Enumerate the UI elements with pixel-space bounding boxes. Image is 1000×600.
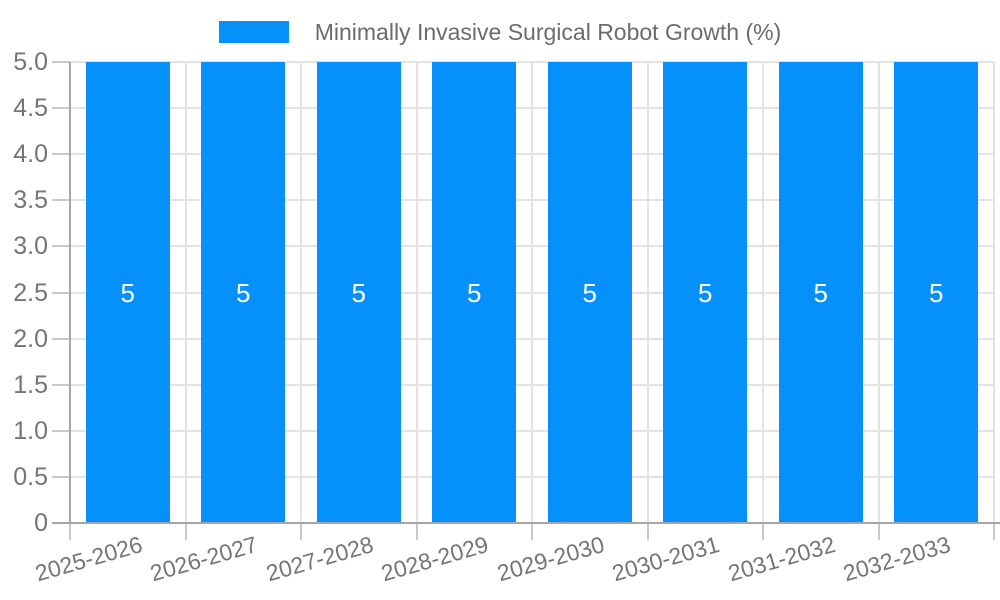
x-tick-label: 2027-2028 [263, 531, 376, 587]
bar-value-label: 5 [236, 277, 251, 308]
y-tick-label: 3.5 [13, 186, 48, 215]
bar[interactable] [663, 62, 748, 523]
gridline-vertical [415, 62, 418, 523]
y-tick-label: 2.0 [13, 324, 48, 353]
y-tick-label: 1.5 [13, 370, 48, 399]
y-axis-tick [52, 291, 70, 294]
gridline-vertical [184, 62, 187, 523]
y-axis-tick [52, 475, 70, 478]
bar[interactable] [201, 62, 286, 523]
y-tick-label: 3.0 [13, 232, 48, 261]
bar-value-label: 5 [929, 277, 944, 308]
y-axis-tick [52, 383, 70, 386]
gridline-vertical [300, 62, 302, 523]
bar[interactable] [316, 62, 401, 523]
bar-value-label: 5 [351, 277, 366, 308]
y-tick-label: 2.5 [13, 278, 48, 307]
x-tick-label: 2032-2033 [840, 531, 954, 587]
y-axis-tick [52, 61, 70, 63]
y-tick-label: 0 [34, 509, 48, 537]
y-tick-label: 4.5 [13, 94, 48, 123]
bar[interactable] [547, 62, 632, 523]
bar[interactable] [894, 62, 979, 523]
x-axis-tick [415, 523, 418, 540]
legend-item[interactable]: Minimally Invasive Surgical Robot Growth… [0, 18, 1000, 46]
gridline-vertical [877, 62, 880, 523]
x-tick-label: 2029-2030 [494, 531, 607, 587]
y-axis-tick [52, 337, 70, 340]
bar[interactable] [778, 62, 863, 523]
gridline-vertical [762, 62, 764, 523]
y-tick-label: 0.5 [13, 462, 48, 491]
y-axis-tick [52, 199, 70, 202]
x-tick-label: 2031-2032 [725, 531, 838, 587]
x-axis-tick [762, 523, 764, 540]
x-tick-label: 2026-2027 [147, 531, 261, 587]
x-tick-label: 2028-2029 [378, 531, 492, 587]
y-tick-label: 1.0 [13, 416, 48, 445]
y-axis-line [69, 62, 71, 523]
bar-value-label: 5 [582, 277, 597, 308]
x-tick-label: 2025-2026 [32, 531, 145, 587]
x-axis-tick [877, 523, 880, 540]
x-axis-tick [531, 523, 533, 540]
bar[interactable] [85, 62, 170, 523]
bar[interactable] [432, 62, 517, 523]
bar-value-label: 5 [698, 277, 713, 308]
bar-value-label: 5 [467, 277, 482, 308]
y-axis-tick [52, 107, 70, 110]
x-axis-tick [300, 523, 302, 540]
bar-value-label: 5 [120, 277, 135, 308]
bar-value-label: 5 [813, 277, 828, 308]
y-axis-tick [52, 245, 70, 248]
x-tick-label: 2030-2031 [609, 531, 723, 587]
y-tick-label: 4.0 [13, 140, 48, 169]
gridline-vertical [531, 62, 533, 523]
x-axis-tick [184, 523, 187, 540]
x-axis-tick [69, 523, 71, 540]
gridline-vertical [646, 62, 649, 523]
y-axis-tick [52, 153, 70, 156]
y-axis-tick [52, 429, 70, 432]
x-axis-tick [646, 523, 649, 540]
legend-swatch [218, 21, 289, 43]
x-axis-line [52, 522, 1000, 524]
gridline-vertical [993, 62, 995, 523]
y-tick-label: 5.0 [13, 48, 48, 76]
plot-area: 0 0.5 1.0 1.5 2.0 2.5 3.0 3.5 4.0 4.5 5.0 5 5 5 5 5 5 5 5 2… [13, 48, 1000, 586]
x-axis-tick [993, 523, 995, 540]
legend-label: Minimally Invasive Surgical Robot Growth… [314, 18, 782, 45]
